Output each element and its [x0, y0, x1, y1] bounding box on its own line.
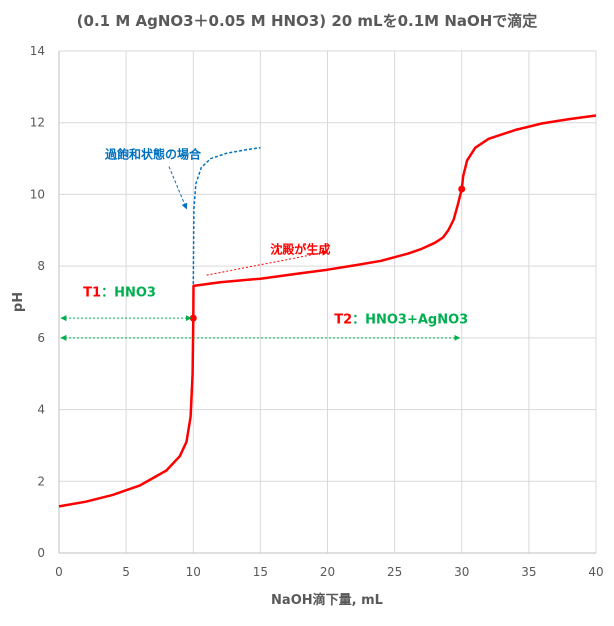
x-tick-label: 0: [55, 565, 63, 579]
x-tick-label: 35: [521, 565, 536, 579]
precipitate-arrow: [206, 249, 329, 276]
chart-title: (0.1 M AgNO3＋0.05 M HNO3) 20 mLを0.1M NaO…: [77, 12, 538, 30]
x-tick-label: 10: [186, 565, 201, 579]
supersaturation-curve-line: [192, 147, 261, 285]
y-tick-label: 4: [37, 403, 45, 417]
y-tick-label: 14: [30, 44, 45, 58]
t1-label: T1：HNO3: [83, 286, 156, 301]
titration-curve-line: [58, 114, 597, 508]
y-tick-label: 8: [37, 259, 45, 273]
y-tick-label: 0: [37, 546, 45, 560]
t2-label-text: ：HNO3+AgNO3: [352, 313, 468, 328]
x-tick-label: 5: [122, 565, 130, 579]
t2-label-name: T2: [334, 313, 352, 328]
equivalence-point: [458, 185, 466, 193]
x-tick-label: 15: [253, 565, 268, 579]
grid-layer: [58, 50, 597, 554]
x-tick-label: 20: [320, 565, 335, 579]
y-axis-label: pH: [11, 292, 26, 312]
supersaturation-arrow: [168, 166, 188, 210]
supersaturation-label: 過飽和状態の場合: [104, 147, 202, 162]
t1-label-text: ：HNO3: [101, 286, 156, 301]
y-tick-label: 6: [37, 331, 45, 345]
x-tick-label: 25: [387, 565, 402, 579]
t2-label: T2：HNO3+AgNO3: [334, 313, 468, 328]
axes: 0 5 10 15 20 25 30 35 40 0 2 4 6 8 10 12 14: [30, 44, 604, 579]
y-tick-label: 2: [37, 474, 45, 488]
x-tick-label: 30: [454, 565, 469, 579]
precipitate-label: 沈殿が生成: [270, 242, 330, 257]
t1-label-name: T1: [83, 286, 101, 301]
y-tick-label: 10: [30, 187, 45, 201]
y-tick-label: 12: [30, 116, 45, 130]
x-tick-label: 40: [588, 565, 603, 579]
x-axis-label: NaOH滴下量, mL: [271, 592, 383, 608]
